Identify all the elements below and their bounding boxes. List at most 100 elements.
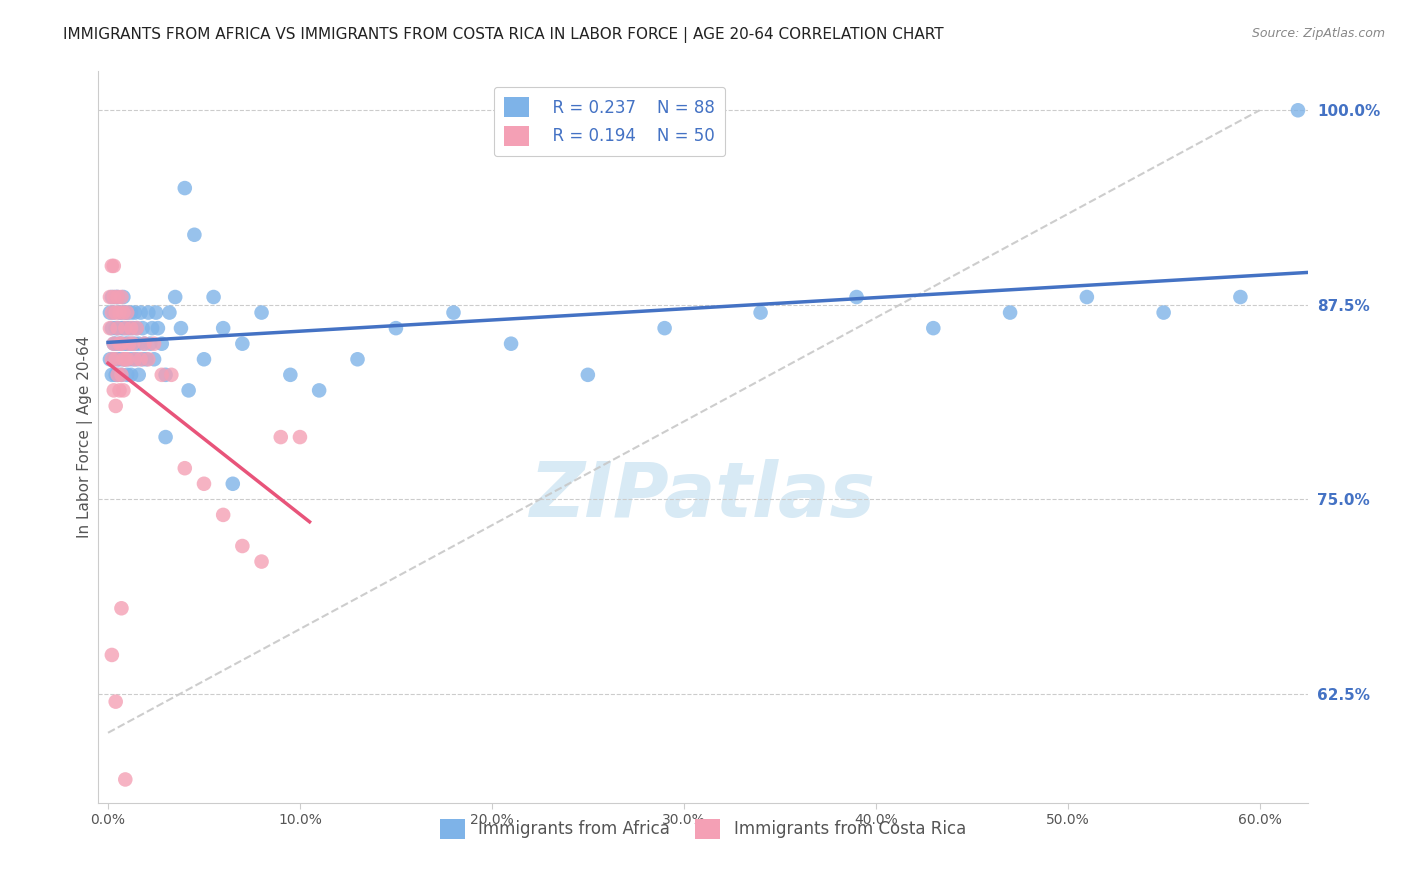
Point <box>124 305 146 319</box>
Point <box>1153 305 1175 319</box>
Point <box>103 352 125 367</box>
Point <box>160 368 183 382</box>
Point <box>124 352 146 367</box>
Point <box>110 290 132 304</box>
Point <box>112 290 135 304</box>
Point <box>131 321 153 335</box>
Point <box>107 321 129 335</box>
Point <box>212 508 235 522</box>
Point <box>346 352 368 367</box>
Point <box>101 259 124 273</box>
Point <box>165 290 187 304</box>
Point <box>1076 290 1098 304</box>
Point <box>108 305 131 319</box>
Point <box>145 305 167 319</box>
Point <box>576 368 599 382</box>
Point <box>110 336 132 351</box>
Point <box>118 336 141 351</box>
Point <box>108 384 131 398</box>
Point <box>115 352 138 367</box>
Point <box>1229 290 1251 304</box>
Point <box>112 305 135 319</box>
Point <box>98 290 121 304</box>
Point <box>107 352 129 367</box>
Point <box>103 336 125 351</box>
Point <box>114 352 136 367</box>
Point <box>177 384 200 398</box>
Point <box>998 305 1021 319</box>
Point <box>110 336 132 351</box>
Point <box>280 368 302 382</box>
Point <box>125 352 148 367</box>
Point <box>98 321 121 335</box>
Point <box>104 305 127 319</box>
Point <box>136 352 159 367</box>
Point <box>193 352 215 367</box>
Point <box>114 305 136 319</box>
Point <box>128 368 150 382</box>
Point <box>136 305 159 319</box>
Legend: Immigrants from Africa, Immigrants from Costa Rica: Immigrants from Africa, Immigrants from … <box>433 812 973 846</box>
Point <box>112 352 135 367</box>
Point <box>250 555 273 569</box>
Text: IMMIGRANTS FROM AFRICA VS IMMIGRANTS FROM COSTA RICA IN LABOR FORCE | AGE 20-64 : IMMIGRANTS FROM AFRICA VS IMMIGRANTS FRO… <box>63 27 943 43</box>
Point <box>1286 103 1309 118</box>
Point <box>110 601 132 615</box>
Point <box>104 695 127 709</box>
Point <box>107 290 129 304</box>
Point <box>104 290 127 304</box>
Point <box>231 336 253 351</box>
Point <box>101 368 124 382</box>
Point <box>115 305 138 319</box>
Point <box>202 290 225 304</box>
Point <box>112 384 135 398</box>
Point <box>101 352 124 367</box>
Point <box>120 321 142 335</box>
Point <box>112 321 135 335</box>
Point <box>120 305 142 319</box>
Point <box>499 336 522 351</box>
Point <box>131 352 153 367</box>
Point <box>108 305 131 319</box>
Point <box>104 399 127 413</box>
Point <box>212 321 235 335</box>
Point <box>107 368 129 382</box>
Point <box>103 305 125 319</box>
Point <box>193 476 215 491</box>
Point <box>107 321 129 335</box>
Point <box>183 227 205 242</box>
Point <box>143 352 166 367</box>
Point <box>112 352 135 367</box>
Point <box>122 352 145 367</box>
Point <box>143 336 166 351</box>
Point <box>114 336 136 351</box>
Point <box>250 305 273 319</box>
Point <box>114 772 136 787</box>
Point <box>139 336 162 351</box>
Point <box>141 321 163 335</box>
Point <box>107 368 129 382</box>
Point <box>98 352 121 367</box>
Point <box>122 321 145 335</box>
Point <box>114 352 136 367</box>
Point <box>108 352 131 367</box>
Point <box>134 336 156 351</box>
Point <box>922 321 945 335</box>
Text: ZIPatlas: ZIPatlas <box>530 458 876 533</box>
Point <box>150 336 173 351</box>
Point <box>749 305 772 319</box>
Point <box>108 336 131 351</box>
Point <box>104 352 127 367</box>
Point <box>118 352 141 367</box>
Point <box>115 321 138 335</box>
Point <box>170 321 193 335</box>
Point <box>122 336 145 351</box>
Point <box>155 430 177 444</box>
Point <box>104 336 127 351</box>
Point <box>270 430 292 444</box>
Point <box>101 290 124 304</box>
Point <box>115 368 138 382</box>
Point <box>115 305 138 319</box>
Point <box>103 259 125 273</box>
Point <box>173 461 195 475</box>
